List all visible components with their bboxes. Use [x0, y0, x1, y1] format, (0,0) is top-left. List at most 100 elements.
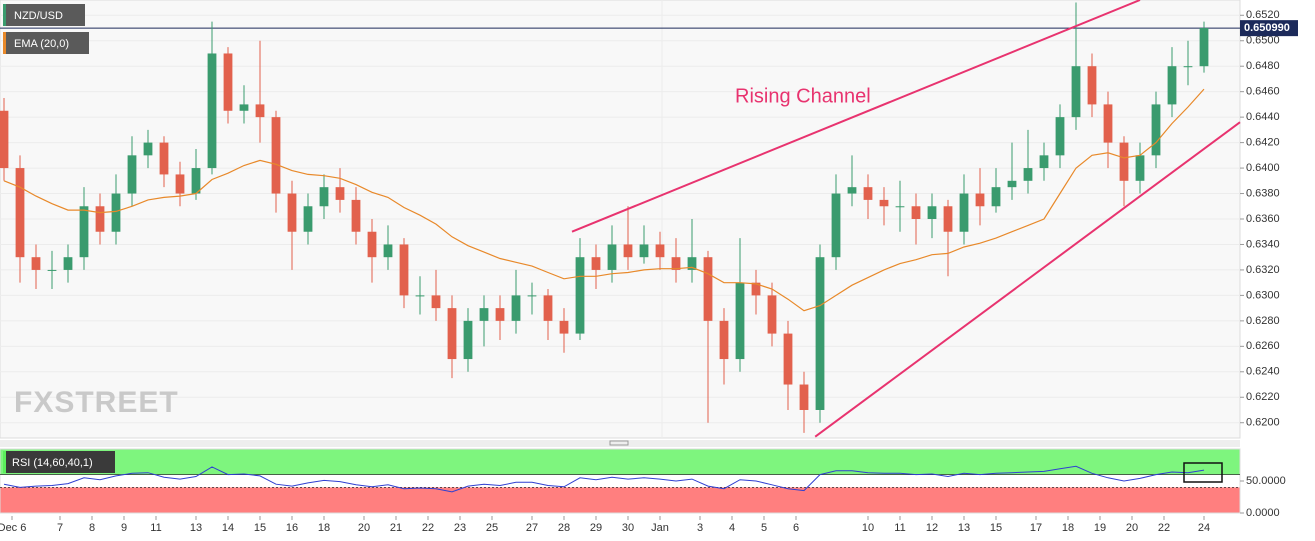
candle-body [479, 308, 489, 321]
y-tick-label: 0.6280 [1246, 315, 1280, 327]
ema-label: EMA (20,0) [14, 38, 69, 50]
x-tick-label: 27 [526, 522, 538, 534]
candle-body [1023, 168, 1033, 181]
candle-body [495, 308, 505, 321]
candle-body [767, 295, 777, 334]
x-tick-label: 21 [390, 522, 402, 534]
candle-body [447, 308, 457, 360]
x-tick-label: 19 [1094, 522, 1106, 534]
ema-box [3, 32, 89, 54]
last-price-label: 0.650990 [1244, 22, 1290, 34]
symbol-box [3, 4, 85, 26]
candle-body [1103, 104, 1113, 143]
resize-handle[interactable] [609, 440, 629, 446]
candle-body [783, 333, 793, 385]
annotation: Rising Channel [735, 85, 871, 107]
candle-body [111, 193, 121, 232]
x-tick-label: 13 [190, 522, 202, 534]
candle-body [1151, 104, 1161, 156]
candle-body [255, 104, 265, 118]
candle-body [1135, 155, 1145, 181]
ema-line [3, 88, 1205, 312]
candle-body [527, 295, 537, 297]
candle-body [975, 193, 985, 207]
candle-body [143, 142, 153, 156]
ema-swatch [3, 32, 6, 54]
candle-body [991, 187, 1001, 207]
candle-body [239, 104, 249, 111]
candle-body [383, 244, 393, 258]
candle-body [351, 199, 361, 232]
candle-body [1007, 180, 1017, 188]
candle-body [159, 142, 169, 175]
candle-body [559, 320, 569, 334]
candle-body [223, 53, 233, 111]
x-tick-label: 23 [454, 522, 466, 534]
x-tick-label: 22 [422, 522, 434, 534]
x-tick-label: 10 [862, 522, 874, 534]
rsi-label: RSI (14,60,40,1) [12, 457, 93, 469]
candle-body [719, 320, 729, 360]
rsi-tick-label: 50.0000 [1246, 475, 1286, 487]
plot-area: 0.6200 0.6220 0.6240 0.6260 0.6280 0.6300 0.63… [0, 0, 1298, 534]
x-tick-label: 9 [121, 522, 127, 534]
x-tick-label: 14 [222, 522, 234, 534]
candle-body [127, 155, 137, 194]
x-tick-label: 28 [558, 522, 570, 534]
x-tick-label: 3 [697, 522, 703, 534]
y-tick-label: 0.6500 [1246, 35, 1280, 47]
candle-body [1039, 155, 1049, 169]
last-price-box [1240, 20, 1298, 37]
x-tick-label: Jan [651, 522, 669, 534]
candle-body [79, 206, 89, 258]
x-tick-label: 7 [57, 522, 63, 534]
candle-body [463, 320, 473, 360]
candle-body [287, 193, 297, 232]
y-tick-label: 0.6520 [1246, 9, 1280, 21]
y-tick-label: 0.6340 [1246, 238, 1280, 250]
candle-body [831, 193, 841, 258]
x-tick-label: 29 [590, 522, 602, 534]
y-tick-label: 0.6460 [1246, 86, 1280, 98]
candle-body [639, 244, 649, 258]
x-tick-label: 13 [958, 522, 970, 534]
rsi-oversold-zone [0, 487, 1240, 513]
x-tick-label: 15 [254, 522, 266, 534]
rsi-box [3, 451, 115, 473]
y-tick-label: 0.6320 [1246, 264, 1280, 276]
highlight-box [1183, 462, 1223, 483]
candle-body [15, 168, 25, 258]
x-tick-label: 11 [150, 522, 161, 534]
candle-body [63, 257, 73, 270]
candle-body [815, 257, 825, 410]
candle-body [1055, 117, 1065, 156]
candle-body [335, 187, 345, 200]
candle-body [1071, 66, 1081, 118]
candle-body [95, 206, 105, 232]
candle-body [271, 117, 281, 194]
rsi-overbought-zone [0, 449, 1240, 475]
x-tick-label: 11 [894, 522, 905, 534]
x-tick-label: 12 [926, 522, 938, 534]
watermark: FXSTREET [14, 386, 179, 419]
y-tick-label: 0.6300 [1246, 289, 1280, 301]
candle-body [655, 244, 665, 258]
candle-body [575, 257, 585, 334]
candle-body [1183, 66, 1193, 68]
candle-body [687, 257, 697, 270]
x-tick-label: 25 [486, 522, 498, 534]
candle-body [175, 174, 185, 194]
candle-body [207, 53, 217, 169]
x-tick-label: 17 [1030, 522, 1042, 534]
candle-body [927, 206, 937, 219]
x-tick-label: 22 [1158, 522, 1170, 534]
candle-body [303, 206, 313, 232]
y-tick-label: 0.6220 [1246, 391, 1280, 403]
y-tick-label: 0.6480 [1246, 60, 1280, 72]
candle-body [543, 295, 553, 321]
x-tick-label: 5 [761, 522, 767, 534]
panel-separator [0, 440, 1240, 447]
candle-body [895, 206, 905, 208]
y-tick-label: 0.6200 [1246, 417, 1280, 429]
